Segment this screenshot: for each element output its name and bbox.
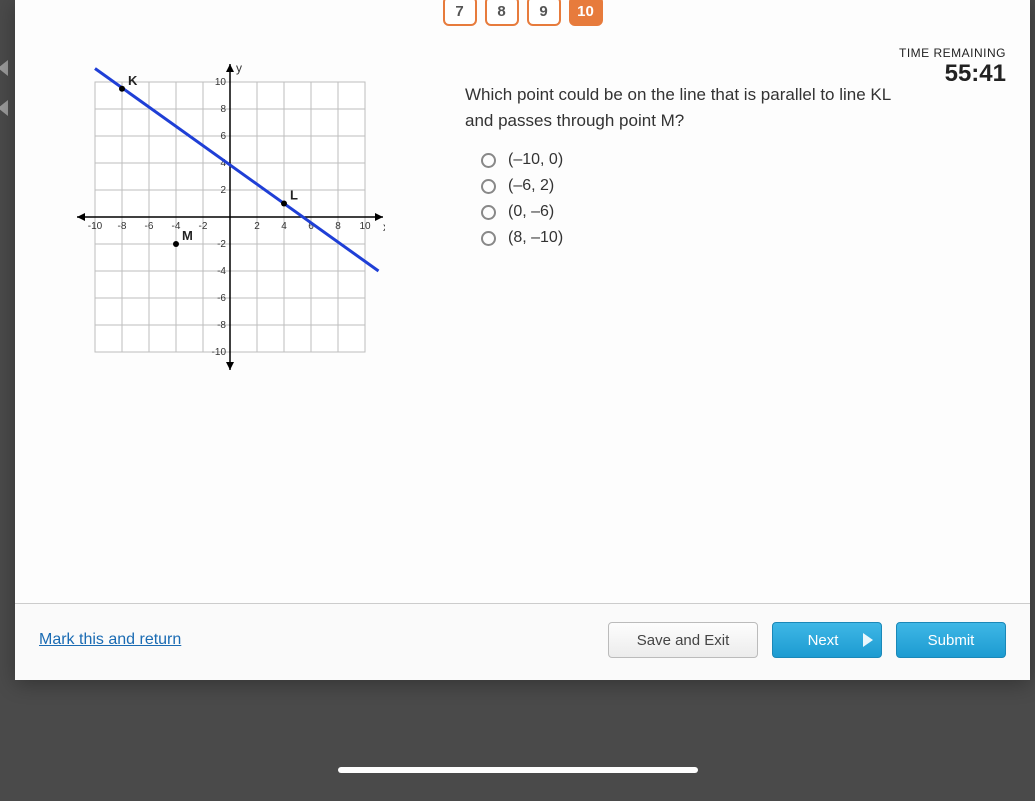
- question-nav-9[interactable]: 9: [527, 0, 561, 26]
- quiz-panel: 78910 TIME REMAINING 55:41 -10-8-6-4-224…: [15, 0, 1030, 680]
- svg-text:8: 8: [335, 221, 341, 232]
- svg-text:6: 6: [220, 131, 226, 142]
- submit-button[interactable]: Submit: [896, 622, 1006, 658]
- home-indicator: [338, 767, 698, 773]
- answer-option-2[interactable]: (0, –6): [481, 203, 990, 221]
- svg-text:-10: -10: [88, 221, 103, 232]
- footer-bar: Mark this and return Save and Exit Next …: [15, 603, 1030, 680]
- svg-text:10: 10: [359, 221, 371, 232]
- svg-text:-8: -8: [217, 320, 226, 331]
- answer-option-label: (–10, 0): [508, 151, 563, 169]
- save-and-exit-button[interactable]: Save and Exit: [608, 622, 758, 658]
- radio-icon: [481, 231, 496, 246]
- svg-text:M: M: [182, 228, 193, 243]
- answer-options: (–10, 0) (–6, 2) (0, –6) (8, –10): [481, 151, 990, 247]
- svg-text:L: L: [290, 188, 298, 203]
- question-nav: 789 10: [15, 0, 1030, 32]
- svg-text:-2: -2: [199, 221, 208, 232]
- answer-option-3[interactable]: (8, –10): [481, 229, 990, 247]
- answer-option-0[interactable]: (–10, 0): [481, 151, 990, 169]
- question-text: Which point could be on the line that is…: [465, 82, 895, 133]
- answer-option-1[interactable]: (–6, 2): [481, 177, 990, 195]
- svg-text:-4: -4: [172, 221, 181, 232]
- radio-icon: [481, 205, 496, 220]
- svg-text:y: y: [236, 62, 242, 75]
- graph-svg: -10-8-6-4-2246810-10-8-6-4-2246810xyKLM: [45, 62, 385, 382]
- svg-text:-8: -8: [118, 221, 127, 232]
- answer-option-label: (–6, 2): [508, 177, 554, 195]
- svg-text:K: K: [128, 73, 138, 88]
- svg-text:-2: -2: [217, 239, 226, 250]
- answer-option-label: (8, –10): [508, 229, 563, 247]
- radio-icon: [481, 153, 496, 168]
- content-area: TIME REMAINING 55:41 -10 -8 -6 -4 -2 2 4 6 8 10 -1…: [15, 32, 1030, 603]
- radio-icon: [481, 179, 496, 194]
- svg-text:4: 4: [281, 221, 287, 232]
- next-button[interactable]: Next: [772, 622, 882, 658]
- svg-text:-4: -4: [217, 266, 226, 277]
- coordinate-graph: -10-8-6-4-2246810-10-8-6-4-2246810xyKLM: [45, 62, 385, 382]
- time-remaining: TIME REMAINING 55:41: [899, 46, 1006, 88]
- svg-text:-10: -10: [212, 347, 227, 358]
- time-remaining-value: 55:41: [899, 60, 1006, 88]
- mark-and-return-link[interactable]: Mark this and return: [39, 631, 181, 649]
- svg-text:x: x: [383, 220, 385, 234]
- question-nav-8[interactable]: 8: [485, 0, 519, 26]
- question-nav-7[interactable]: 7: [443, 0, 477, 26]
- svg-text:-6: -6: [145, 221, 154, 232]
- question-nav-10[interactable]: 10: [569, 0, 603, 26]
- scroll-hint-left-icon: [0, 100, 8, 116]
- scroll-hint-left-icon: [0, 60, 8, 76]
- time-remaining-label: TIME REMAINING: [899, 46, 1006, 60]
- svg-text:10: 10: [215, 77, 227, 88]
- graph-column: -10-8-6-4-2246810-10-8-6-4-2246810xyKLM: [45, 52, 425, 593]
- svg-text:2: 2: [220, 185, 226, 196]
- question-column: Which point could be on the line that is…: [425, 52, 1000, 593]
- svg-text:-6: -6: [217, 293, 226, 304]
- answer-option-label: (0, –6): [508, 203, 554, 221]
- svg-text:8: 8: [220, 104, 226, 115]
- svg-text:2: 2: [254, 221, 260, 232]
